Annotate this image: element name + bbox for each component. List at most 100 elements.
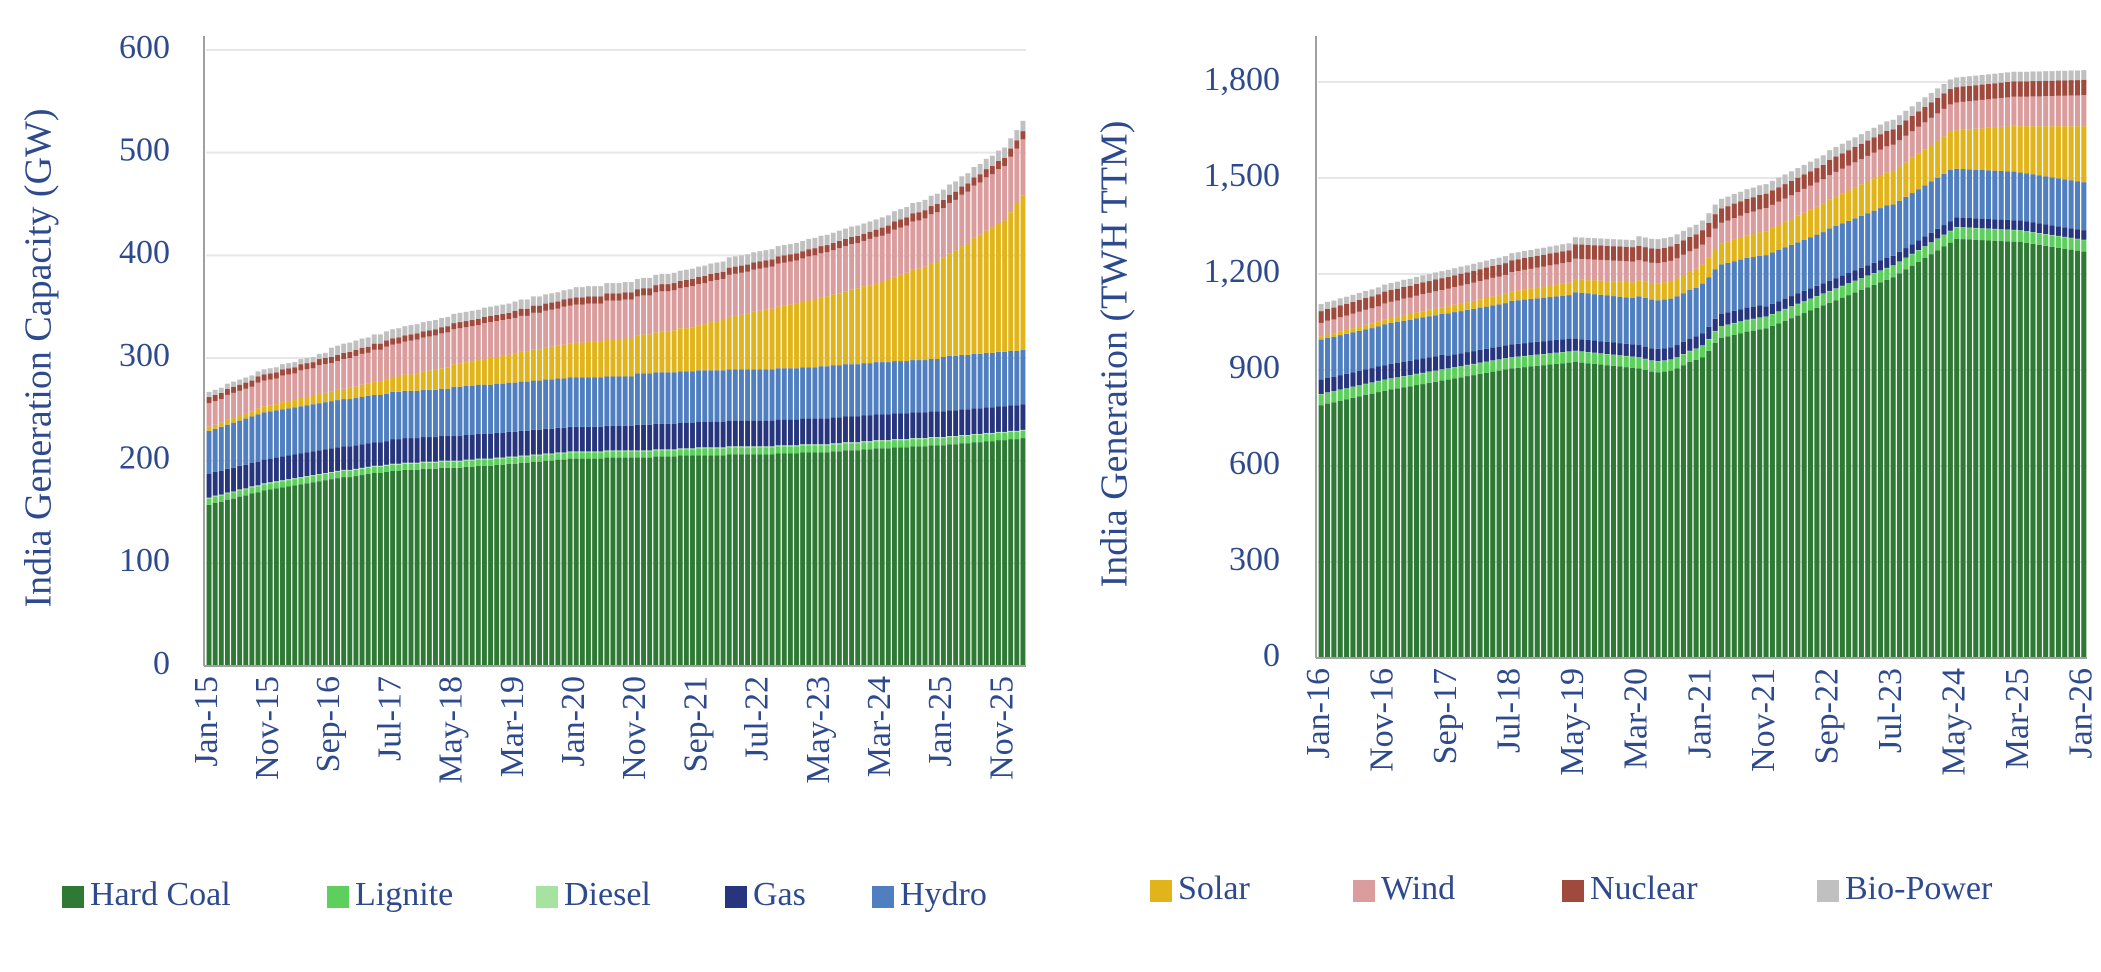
bar-segment: [940, 189, 946, 200]
bar-segment: [286, 374, 292, 402]
bar-segment: [500, 355, 506, 384]
bar-segment: [683, 269, 689, 280]
bar-segment: [243, 388, 249, 414]
bar-segment: [365, 346, 371, 353]
bar-segment: [916, 212, 922, 221]
bar-segment: [616, 339, 622, 377]
bar-segment: [1433, 279, 1439, 292]
bar-segment: [2068, 238, 2074, 250]
bar-segment: [861, 233, 867, 241]
bar-segment: [1604, 341, 1610, 354]
bar-segment: [1782, 184, 1788, 199]
bar-segment: [206, 426, 212, 431]
bar-segment: [1382, 379, 1388, 391]
bar-segment: [1884, 279, 1890, 658]
bar-segment: [628, 450, 634, 452]
bar-segment: [555, 292, 561, 302]
bar-segment: [653, 274, 659, 286]
bar-segment: [628, 338, 634, 377]
bar-segment: [720, 448, 726, 456]
bar-segment: [488, 459, 493, 466]
bar-segment: [255, 486, 261, 493]
bar-segment: [910, 221, 916, 270]
bar-segment: [1788, 195, 1795, 219]
bar-segment: [1935, 228, 1941, 239]
bar-segment: [231, 467, 236, 492]
bar-segment: [610, 451, 616, 458]
bar-segment: [953, 199, 959, 251]
bar-segment: [1973, 128, 1979, 170]
bar-segment: [249, 411, 255, 417]
bar-segment: [586, 458, 591, 666]
bar-segment: [280, 487, 285, 666]
bar-segment: [1382, 390, 1388, 658]
bar-segment: [1560, 251, 1566, 264]
bar-segment: [579, 426, 585, 452]
bar-segment: [683, 455, 689, 666]
bar-segment: [414, 333, 420, 340]
bar-segment: [677, 422, 683, 449]
bar-segment: [818, 366, 824, 419]
bar-segment: [567, 451, 573, 453]
bar-segment: [1464, 365, 1470, 377]
bar-segment: [304, 476, 310, 478]
bar-segment: [524, 299, 530, 309]
bar-segment: [1477, 269, 1483, 282]
bar-segment: [1757, 329, 1763, 658]
bar-segment: [794, 445, 799, 447]
bar-segment: [1903, 110, 1909, 121]
bar-segment: [928, 445, 934, 666]
bar-segment: [1668, 236, 1674, 247]
bar-segment: [708, 281, 714, 323]
x-tick-label: Nov-15: [249, 676, 286, 780]
bar-segment: [1407, 375, 1413, 387]
bar-segment: [549, 293, 555, 303]
bar-segment: [947, 437, 952, 445]
bar-segment: [524, 455, 530, 457]
bar-segment: [947, 355, 952, 411]
bar-segment: [377, 466, 383, 473]
bar-segment: [641, 457, 646, 666]
bar-segment: [1998, 241, 2004, 659]
bar-segment: [1877, 282, 1883, 658]
bar-segment: [1623, 282, 1629, 298]
bar-segment: [634, 278, 640, 290]
bar-segment: [1407, 360, 1413, 376]
bar-segment: [530, 305, 536, 313]
bar-segment: [2074, 80, 2081, 96]
bar-segment: [206, 397, 212, 404]
bar-segment: [1744, 213, 1750, 236]
bar-segment: [1509, 260, 1515, 273]
bar-segment: [2011, 241, 2017, 658]
bar-segment: [1344, 373, 1350, 389]
bar-segment: [1490, 277, 1496, 297]
bar-segment: [1318, 394, 1324, 406]
bar-segment: [1553, 284, 1559, 297]
legend-swatch: [1353, 880, 1375, 902]
bar-segment: [953, 436, 959, 438]
bar-segment: [249, 487, 255, 494]
bar-segment: [794, 253, 799, 261]
bar-segment: [249, 380, 255, 387]
bar-segment: [1947, 221, 1953, 231]
bar-segment: [1008, 148, 1014, 157]
bar-segment: [836, 365, 842, 418]
bar-segment: [420, 322, 426, 332]
bar-segment: [959, 443, 965, 666]
bar-segment: [1630, 240, 1636, 248]
bar-segment: [304, 483, 310, 666]
bar-segment: [812, 418, 818, 445]
bar-segment: [1008, 138, 1014, 149]
bar-segment: [2049, 126, 2055, 178]
bar-segment: [849, 236, 855, 245]
bar-segment: [555, 459, 561, 666]
bar-segment: [1458, 266, 1464, 274]
x-tick-label: Mar-25: [1999, 668, 2036, 769]
bar-segment: [218, 426, 224, 471]
bar-segment: [1979, 99, 1985, 129]
bar-segment: [537, 380, 542, 430]
bar-segment: [1973, 100, 1979, 129]
bar-segment: [506, 431, 512, 457]
bar-segment: [426, 321, 432, 331]
bar-segment: [751, 447, 757, 455]
